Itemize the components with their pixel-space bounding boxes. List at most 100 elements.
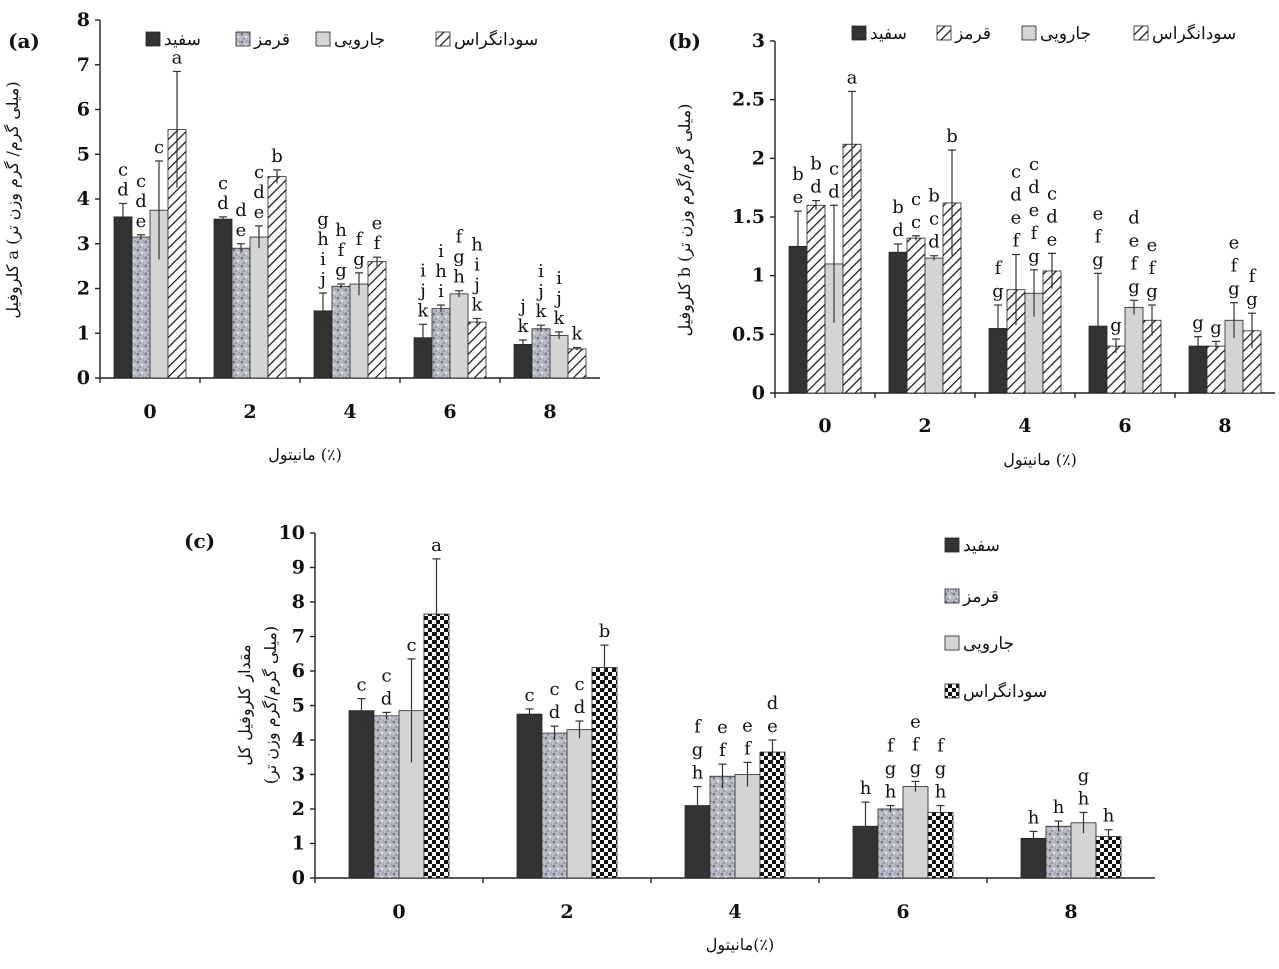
bar <box>709 775 736 879</box>
legend-label: جارویی <box>334 30 385 50</box>
panel-tag: (b) <box>668 29 701 53</box>
bar <box>759 751 786 879</box>
y-tick-label: 5 <box>77 143 90 165</box>
significance-letter: c <box>118 159 128 180</box>
x-tick-label: 6 <box>443 401 456 423</box>
significance-letter: d <box>1028 177 1040 198</box>
significance-letter: c <box>1011 162 1021 183</box>
significance-letter: b <box>892 197 904 218</box>
x-tick-label: 2 <box>243 401 256 423</box>
bar <box>549 335 569 379</box>
significance-letter: d <box>892 220 904 241</box>
significance-letter: b <box>792 164 804 185</box>
bar <box>1042 270 1062 394</box>
bar <box>806 204 826 394</box>
x-tick-label: 4 <box>1018 415 1031 437</box>
significance-letter: i <box>556 268 562 289</box>
significance-letter: i <box>474 254 480 275</box>
x-tick-label: 0 <box>143 401 156 423</box>
legend-swatch <box>936 25 952 41</box>
significance-letter: a <box>431 535 442 556</box>
legend-label: سودانگراس <box>454 29 538 50</box>
significance-letter: e <box>254 202 265 223</box>
y-tick-label: 3 <box>292 764 305 786</box>
chart-panel-b: (b)00.511.522.530bebdcda2bdccbcdb4fgcdef… <box>668 23 1275 469</box>
significance-letter: c <box>381 665 391 686</box>
significance-letter: h <box>692 763 704 784</box>
significance-letter: j <box>536 281 544 302</box>
bar <box>373 715 400 879</box>
legend-swatch <box>315 31 331 47</box>
significance-letter: b <box>271 146 283 167</box>
significance-letter: j <box>554 288 562 309</box>
y-tick-label: 3 <box>752 30 765 52</box>
x-tick-label: 0 <box>392 901 405 923</box>
x-tick-label: 0 <box>818 415 831 437</box>
significance-letter: f <box>744 738 752 759</box>
y-tick-label: 4 <box>77 188 90 210</box>
significance-letter: b <box>946 126 958 147</box>
significance-letter: e <box>1011 208 1022 229</box>
significance-letter: e <box>1029 200 1040 221</box>
significance-letter: f <box>1131 253 1139 274</box>
significance-letter: k <box>554 308 566 329</box>
significance-letter: f <box>1095 226 1103 247</box>
significance-letter: e <box>742 715 753 736</box>
legend-swatch <box>944 635 960 651</box>
x-tick-label: 8 <box>1064 901 1077 923</box>
significance-letter: g <box>335 260 347 281</box>
y-tick-label: 9 <box>292 557 305 579</box>
significance-letter: c <box>356 675 366 696</box>
significance-letter: f <box>1249 266 1257 287</box>
bar <box>567 348 587 379</box>
y-tick-label: 1 <box>292 833 305 855</box>
x-tick-label: 4 <box>728 901 741 923</box>
legend-swatch <box>1021 25 1037 41</box>
significance-letter: c <box>406 635 416 656</box>
significance-letter: h <box>860 778 872 799</box>
significance-letter: c <box>218 173 228 194</box>
significance-letter: g <box>1210 317 1222 338</box>
significance-letter: c <box>911 212 921 233</box>
significance-letter: d <box>574 697 586 718</box>
significance-letter: d <box>235 200 247 221</box>
bar <box>249 236 269 379</box>
significance-letter: k <box>418 300 430 321</box>
significance-letter: f <box>995 258 1003 279</box>
significance-letter: h <box>1028 807 1040 828</box>
significance-letter: c <box>829 158 839 179</box>
significance-letter: d <box>828 181 840 202</box>
y-tick-label: 1 <box>752 265 765 287</box>
significance-letter: g <box>353 249 365 270</box>
significance-letter: f <box>456 227 464 248</box>
significance-letter: b <box>928 186 940 207</box>
panel-tag: (c) <box>184 529 215 553</box>
bar <box>906 237 926 394</box>
significance-letter: c <box>549 679 559 700</box>
bar <box>1106 345 1126 394</box>
x-axis-label: مانیتول(٪) <box>706 935 775 954</box>
significance-letter: g <box>1092 249 1104 270</box>
x-tick-label: 6 <box>896 901 909 923</box>
significance-letter: k <box>536 301 548 322</box>
bar <box>902 786 929 879</box>
significance-letter: d <box>928 232 940 253</box>
y-tick-label: 6 <box>292 660 305 682</box>
significance-letter: i <box>438 241 444 262</box>
y-tick-label: 1.5 <box>732 206 765 228</box>
significance-letter: c <box>136 171 146 192</box>
legend-label: سفید <box>963 536 1000 556</box>
y-tick-label: 8 <box>292 591 305 613</box>
significance-letter: g <box>317 209 329 230</box>
significance-letter: e <box>236 220 247 241</box>
significance-letter: g <box>453 247 465 268</box>
significance-letter: a <box>847 67 858 88</box>
significance-letter: e <box>136 211 147 232</box>
significance-letter: h <box>335 220 347 241</box>
bar <box>1206 345 1226 394</box>
y-tick-label: 7 <box>77 54 90 76</box>
significance-letter: h <box>885 782 897 803</box>
